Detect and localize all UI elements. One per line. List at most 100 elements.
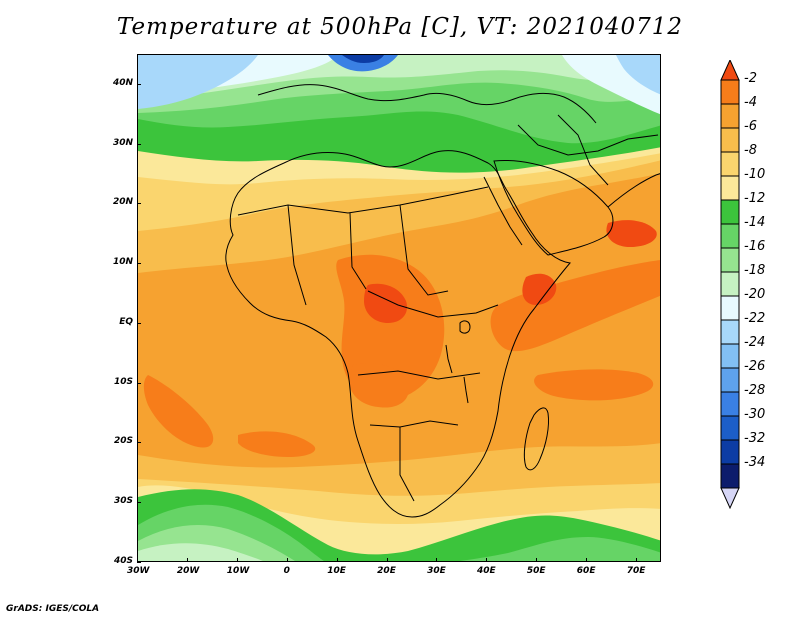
- colorbar-segment: [720, 415, 740, 441]
- lat-tick-label: 40S: [113, 556, 133, 566]
- lat-tick-mark: [137, 322, 141, 324]
- border-central-2: [349, 212, 367, 290]
- colorbar-segment: [720, 295, 740, 321]
- colorbar-level-label: -2: [744, 71, 757, 86]
- lake-victoria: [459, 320, 471, 334]
- colorbar-segment: [720, 247, 740, 273]
- field-band-minus24-north: [138, 55, 258, 109]
- colorbar-segment: [720, 127, 740, 153]
- lat-tick-label: 20S: [113, 436, 133, 447]
- grads-credit: GrADS: IGES/COLA: [6, 604, 100, 614]
- lat-tick-mark: [137, 502, 141, 504]
- lon-tick-mark: [636, 558, 638, 562]
- colorbar-segment: [720, 223, 740, 249]
- lon-tick-mark: [236, 558, 238, 562]
- lat-tick-label: 10S: [113, 376, 133, 387]
- field-band-minus24-ne: [616, 55, 660, 95]
- lat-tick-mark: [137, 203, 141, 205]
- lon-tick-label: 40E: [476, 566, 496, 576]
- lat-tick-mark: [137, 562, 141, 563]
- mideast-borders: [517, 124, 659, 156]
- colorbar-level-label: -34: [744, 455, 766, 470]
- field-cold-core-north: [328, 55, 398, 72]
- colorbar-segment: [720, 175, 740, 201]
- colorbar-level-label: -10: [744, 167, 766, 182]
- colorbar-segment: [720, 439, 740, 465]
- field-warm-minus2-core: [364, 283, 408, 323]
- lat-tick-mark: [137, 442, 141, 444]
- colorbar-segment: [720, 343, 740, 369]
- lon-tick-mark: [436, 558, 438, 562]
- lat-tick-mark: [137, 263, 141, 265]
- colorbar-level-label: -30: [744, 407, 766, 422]
- lon-tick-label: 10W: [226, 566, 250, 576]
- border-central-1: [287, 204, 307, 306]
- lon-tick-mark: [137, 558, 138, 562]
- colorbar-segment: [720, 367, 740, 393]
- colorbar-segment: [720, 463, 740, 489]
- border-central-3: [399, 204, 449, 296]
- colorbar-segment: [720, 199, 740, 225]
- lat-tick-label: 30N: [112, 137, 133, 148]
- colorbar: [720, 60, 740, 509]
- map-plot-area: [137, 54, 661, 562]
- colorbar-level-label: -12: [744, 191, 766, 206]
- lon-tick-mark: [486, 558, 488, 562]
- field-warm-minus4-namibia: [238, 431, 316, 457]
- lon-tick-label: 60E: [576, 566, 596, 576]
- border-central-4: [367, 290, 499, 318]
- lat-tick-label: EQ: [119, 316, 133, 327]
- lon-tick-label: 30W: [127, 566, 150, 576]
- colorbar-level-label: -22: [744, 311, 766, 326]
- coastlines-borders: [225, 84, 660, 518]
- lat-tick-label: 10N: [112, 257, 133, 268]
- colorbar-level-label: -28: [744, 383, 766, 398]
- lon-tick-label: 10E: [327, 566, 346, 576]
- lake-malawi: [463, 376, 469, 404]
- lat-tick-label: 30S: [113, 496, 133, 507]
- border-south-3: [399, 427, 415, 502]
- lon-tick-label: 20E: [377, 566, 396, 576]
- field-cold-core-north-inner: [342, 55, 384, 63]
- lon-tick-mark: [186, 558, 188, 562]
- colorbar-top-triangle: [720, 60, 740, 81]
- lat-tick-label: 40N: [112, 77, 133, 88]
- colorbar-segment: [720, 271, 740, 297]
- madagascar-outline: [523, 407, 549, 471]
- lon-tick-mark: [536, 558, 538, 562]
- field-band-minus20-south: [138, 543, 263, 561]
- colorbar-level-label: -18: [744, 263, 766, 278]
- colorbar-level-label: -8: [744, 143, 757, 158]
- lon-tick-label: 20W: [176, 566, 200, 576]
- lon-tick-label: 50E: [526, 566, 546, 576]
- europe-coast: [257, 84, 597, 124]
- colorbar-level-label: -14: [744, 215, 766, 230]
- colorbar-bottom-triangle: [720, 487, 740, 509]
- chart-title: Temperature at 500hPa [C], VT: 202104071…: [116, 14, 684, 40]
- colorbar-segment: [720, 151, 740, 177]
- colorbar-level-label: -16: [744, 239, 766, 254]
- arabia-outline: [493, 160, 614, 256]
- colorbar-segment: [720, 103, 740, 129]
- lon-tick-label: 0: [283, 566, 290, 576]
- field-warm-minus2-horn: [522, 273, 557, 305]
- lake-tanganyika: [445, 344, 453, 374]
- lon-tick-mark: [286, 558, 288, 562]
- colorbar-level-label: -4: [744, 95, 757, 110]
- colorbar-level-label: -20: [744, 287, 766, 302]
- border-sahel: [237, 186, 489, 216]
- red-sea: [483, 176, 523, 246]
- mideast-borders-2: [557, 114, 609, 186]
- lon-tick-mark: [336, 558, 338, 562]
- lon-tick-label: 70E: [626, 566, 646, 576]
- colorbar-level-label: -26: [744, 359, 766, 374]
- field-warm-minus4-east: [490, 260, 660, 352]
- lat-tick-mark: [137, 83, 141, 85]
- temperature-field-map: [138, 55, 660, 561]
- colorbar-segment: [720, 319, 740, 345]
- africa-coastline: [225, 150, 571, 518]
- lon-tick-label: 30E: [427, 566, 446, 576]
- colorbar-level-label: -24: [744, 335, 766, 350]
- colorbar-segment: [720, 79, 740, 105]
- colorbar-segment: [720, 391, 740, 417]
